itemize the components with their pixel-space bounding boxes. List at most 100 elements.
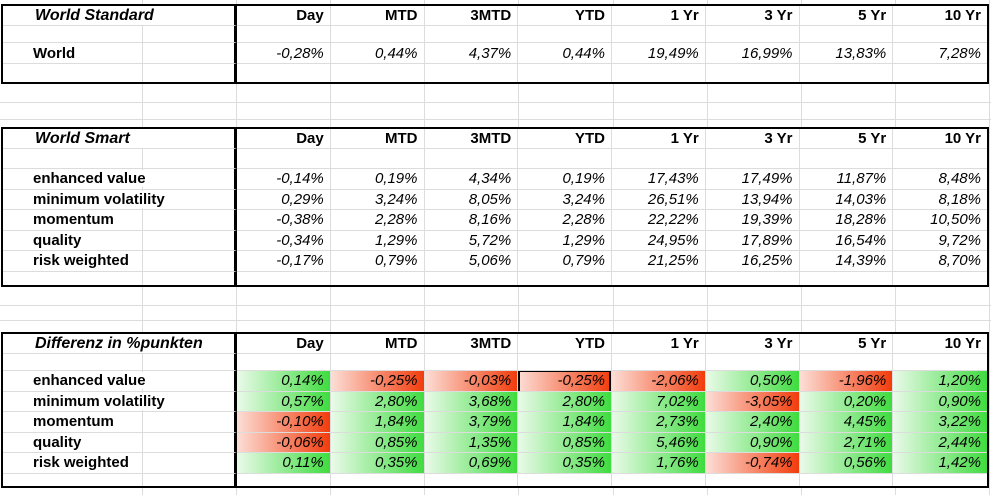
column-header-day[interactable]: Day	[237, 129, 331, 149]
value-cell[interactable]: -0,03%	[424, 371, 519, 392]
value-cell[interactable]: 24,95%	[612, 230, 706, 251]
section-title-cell[interactable]: Differenz in %punkten	[3, 334, 237, 354]
value-cell[interactable]: 0,14%	[237, 371, 331, 392]
column-header-3mtd[interactable]: 3MTD	[424, 6, 519, 26]
value-cell[interactable]: 2,28%	[330, 210, 425, 231]
value-cell[interactable]: -0,34%	[237, 230, 331, 251]
value-cell[interactable]: 26,51%	[612, 189, 706, 210]
value-cell[interactable]: 2,28%	[518, 210, 612, 231]
column-header-3-yr[interactable]: 3 Yr	[705, 6, 800, 26]
column-header-3mtd[interactable]: 3MTD	[424, 129, 519, 149]
value-cell[interactable]: 1,76%	[612, 453, 706, 474]
value-cell[interactable]: 14,39%	[799, 251, 894, 272]
value-cell[interactable]: 2,73%	[612, 412, 706, 433]
value-cell[interactable]: -0,14%	[237, 169, 331, 190]
column-header-ytd[interactable]: YTD	[518, 334, 612, 354]
row-label-cell[interactable]: risk weighted	[3, 251, 143, 272]
value-cell[interactable]: 17,49%	[705, 169, 800, 190]
column-header-1-yr[interactable]: 1 Yr	[612, 129, 706, 149]
value-cell[interactable]: 17,43%	[612, 169, 706, 190]
value-cell[interactable]: 3,24%	[518, 189, 612, 210]
value-cell[interactable]: 0,11%	[237, 453, 331, 474]
value-cell[interactable]: 0,90%	[893, 391, 987, 412]
value-cell[interactable]: 1,84%	[330, 412, 425, 433]
value-cell[interactable]: 13,83%	[799, 43, 894, 64]
value-cell[interactable]: 1,29%	[518, 230, 612, 251]
column-header-5-yr[interactable]: 5 Yr	[799, 129, 894, 149]
value-cell[interactable]: 0,50%	[705, 371, 800, 392]
value-cell[interactable]: 0,79%	[330, 251, 425, 272]
value-cell[interactable]: 16,25%	[705, 251, 800, 272]
value-cell[interactable]: 19,39%	[705, 210, 800, 231]
value-cell[interactable]: -0,38%	[237, 210, 331, 231]
column-header-10-yr[interactable]: 10 Yr	[893, 6, 987, 26]
value-cell[interactable]: 1,29%	[330, 230, 425, 251]
value-cell[interactable]: 10,50%	[893, 210, 987, 231]
value-cell[interactable]: 8,16%	[424, 210, 519, 231]
value-cell[interactable]: 0,79%	[518, 251, 612, 272]
row-label-cell[interactable]: quality	[3, 432, 143, 453]
value-cell[interactable]: 4,37%	[424, 43, 519, 64]
section-title-cell[interactable]: World Standard	[3, 6, 237, 26]
row-label-cell[interactable]: minimum volatility	[3, 391, 165, 412]
column-header-10-yr[interactable]: 10 Yr	[893, 334, 987, 354]
value-cell[interactable]: 0,44%	[330, 43, 425, 64]
value-cell[interactable]: 5,46%	[612, 432, 706, 453]
column-header-3-yr[interactable]: 3 Yr	[705, 334, 800, 354]
column-header-1-yr[interactable]: 1 Yr	[612, 6, 706, 26]
row-label-cell[interactable]: minimum volatility	[3, 189, 165, 210]
value-cell[interactable]: -1,96%	[799, 371, 894, 392]
value-cell[interactable]: 2,71%	[799, 432, 894, 453]
value-cell[interactable]: 3,24%	[330, 189, 425, 210]
value-cell[interactable]: -0,06%	[237, 432, 331, 453]
value-cell[interactable]: 0,90%	[705, 432, 800, 453]
row-label-cell[interactable]: enhanced value	[3, 371, 146, 392]
value-cell[interactable]: 2,44%	[893, 432, 987, 453]
column-header-mtd[interactable]: MTD	[330, 334, 425, 354]
value-cell[interactable]: 0,35%	[330, 453, 425, 474]
column-header-10-yr[interactable]: 10 Yr	[893, 129, 987, 149]
value-cell[interactable]: 0,85%	[330, 432, 425, 453]
value-cell[interactable]: 5,72%	[424, 230, 519, 251]
value-cell[interactable]: 0,35%	[518, 453, 612, 474]
value-cell[interactable]: 18,28%	[799, 210, 894, 231]
column-header-5-yr[interactable]: 5 Yr	[799, 6, 894, 26]
value-cell[interactable]: 4,45%	[799, 412, 894, 433]
value-cell[interactable]: -0,25%	[518, 371, 612, 392]
value-cell[interactable]: 16,99%	[705, 43, 800, 64]
value-cell[interactable]: 1,42%	[893, 453, 987, 474]
row-label-cell[interactable]: momentum	[3, 412, 143, 433]
value-cell[interactable]: 0,57%	[237, 391, 331, 412]
value-cell[interactable]: -3,05%	[705, 391, 800, 412]
value-cell[interactable]: 8,05%	[424, 189, 519, 210]
value-cell[interactable]: 19,49%	[612, 43, 706, 64]
value-cell[interactable]: 3,22%	[893, 412, 987, 433]
value-cell[interactable]: 22,22%	[612, 210, 706, 231]
value-cell[interactable]: -0,74%	[705, 453, 800, 474]
value-cell[interactable]: 3,79%	[424, 412, 519, 433]
column-header-ytd[interactable]: YTD	[518, 129, 612, 149]
value-cell[interactable]: 16,54%	[799, 230, 894, 251]
value-cell[interactable]: 2,80%	[518, 391, 612, 412]
value-cell[interactable]: 14,03%	[799, 189, 894, 210]
value-cell[interactable]: 9,72%	[893, 231, 987, 251]
value-cell[interactable]: 0,44%	[518, 43, 612, 64]
value-cell[interactable]: 8,70%	[893, 251, 987, 272]
value-cell[interactable]: 0,19%	[330, 169, 425, 190]
column-header-1-yr[interactable]: 1 Yr	[612, 334, 706, 354]
row-label-cell[interactable]: risk weighted	[3, 453, 143, 474]
value-cell[interactable]: -0,10%	[237, 412, 331, 433]
column-header-mtd[interactable]: MTD	[330, 6, 425, 26]
value-cell[interactable]: 5,06%	[424, 251, 519, 272]
value-cell[interactable]: 21,25%	[612, 251, 706, 272]
column-header-ytd[interactable]: YTD	[518, 6, 612, 26]
value-cell[interactable]: 0,56%	[799, 453, 894, 474]
value-cell[interactable]: 2,80%	[330, 391, 425, 412]
column-header-day[interactable]: Day	[237, 334, 331, 354]
column-header-mtd[interactable]: MTD	[330, 129, 425, 149]
row-label-cell[interactable]: enhanced value	[3, 169, 146, 190]
value-cell[interactable]: 17,89%	[705, 230, 800, 251]
row-label-cell[interactable]: quality	[3, 230, 143, 251]
value-cell[interactable]: 3,68%	[424, 391, 519, 412]
value-cell[interactable]: 11,87%	[799, 169, 894, 190]
